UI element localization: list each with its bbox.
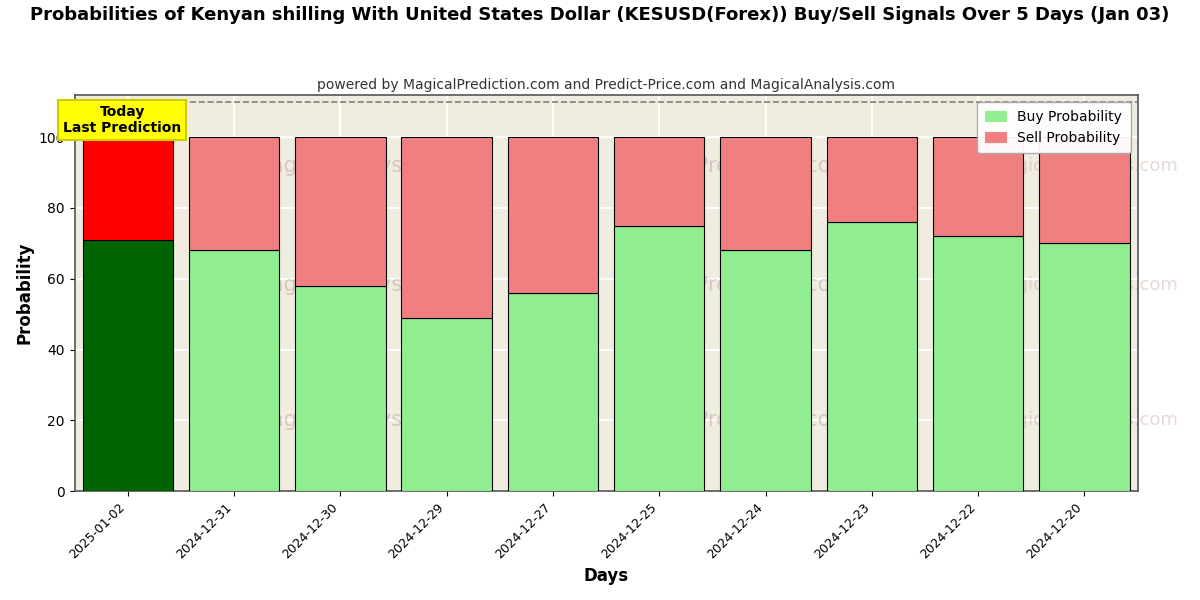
Bar	[1039, 137, 1129, 244]
Bar	[720, 250, 811, 491]
Text: MagicalAnalysis.com: MagicalAnalysis.com	[253, 410, 470, 430]
Text: MagicalAnalysis.com: MagicalAnalysis.com	[990, 276, 1178, 294]
Legend: Buy Probability, Sell Probability: Buy Probability, Sell Probability	[977, 101, 1130, 153]
Bar	[614, 226, 704, 491]
Bar	[508, 293, 598, 491]
Bar	[932, 137, 1024, 236]
Text: MagicalPrediction.com: MagicalPrediction.com	[617, 275, 851, 295]
Text: MagicalAnalysis.com: MagicalAnalysis.com	[253, 275, 470, 295]
Text: Today
Last Prediction: Today Last Prediction	[64, 105, 181, 136]
Text: Probabilities of Kenyan shilling With United States Dollar (KESUSD(Forex)) Buy/S: Probabilities of Kenyan shilling With Un…	[30, 6, 1170, 24]
Text: MagicalAnalysis.com: MagicalAnalysis.com	[990, 157, 1178, 175]
Bar	[83, 137, 173, 240]
Bar	[932, 236, 1024, 491]
Bar	[402, 137, 492, 318]
Bar	[720, 137, 811, 250]
Bar	[827, 222, 917, 491]
Bar	[295, 286, 385, 491]
Bar	[402, 318, 492, 491]
Text: MagicalPrediction.com: MagicalPrediction.com	[617, 410, 851, 430]
Bar	[295, 137, 385, 286]
X-axis label: Days: Days	[583, 567, 629, 585]
Bar	[83, 240, 173, 491]
Bar	[188, 250, 280, 491]
Title: powered by MagicalPrediction.com and Predict-Price.com and MagicalAnalysis.com: powered by MagicalPrediction.com and Pre…	[317, 78, 895, 92]
Text: MagicalAnalysis.com: MagicalAnalysis.com	[990, 411, 1178, 429]
Bar	[827, 137, 917, 222]
Text: MagicalAnalysis.com: MagicalAnalysis.com	[253, 156, 470, 176]
Bar	[188, 137, 280, 250]
Text: MagicalPrediction.com: MagicalPrediction.com	[617, 156, 851, 176]
Y-axis label: Probability: Probability	[16, 242, 34, 344]
Bar	[508, 137, 598, 293]
Bar	[614, 137, 704, 226]
Bar	[1039, 244, 1129, 491]
